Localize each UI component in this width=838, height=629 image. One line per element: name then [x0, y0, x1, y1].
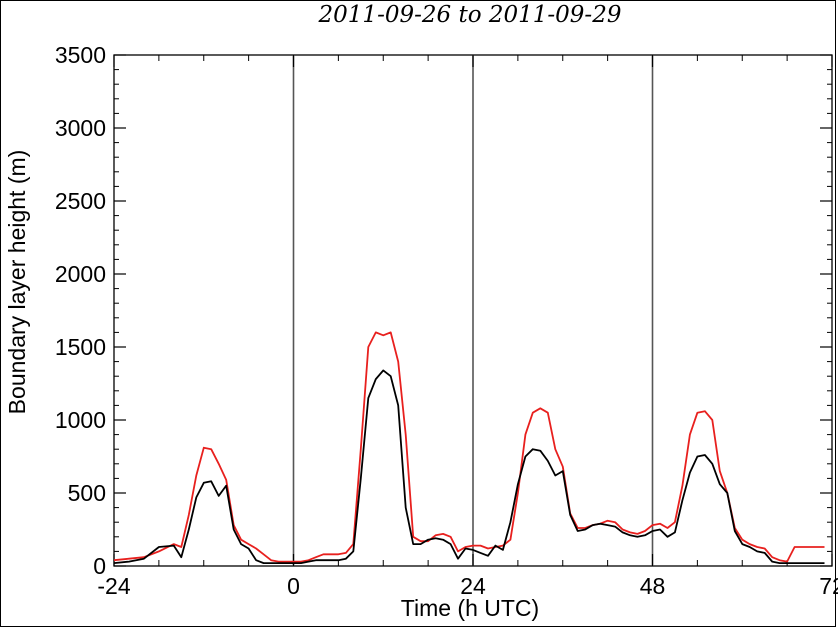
x-tick-label: -24 — [97, 573, 130, 599]
red-series-line — [113, 331, 825, 563]
y-tick-label: 3500 — [55, 42, 106, 68]
y-tick-label: 2000 — [55, 261, 106, 287]
x-tick-label: 48 — [640, 573, 666, 599]
x-tick-label: 24 — [460, 573, 486, 599]
y-tick-label: 500 — [68, 480, 106, 506]
x-axis-label: Time (h UTC) — [401, 595, 539, 621]
y-tick-label: 2500 — [55, 188, 106, 214]
y-tick-label: 3000 — [55, 115, 106, 141]
black-series-line — [113, 369, 825, 564]
y-axis-label: Boundary layer height (m) — [4, 150, 30, 415]
y-tick-label: 1000 — [55, 407, 106, 433]
x-tick-label: 0 — [287, 573, 300, 599]
chart-title: 2011-09-26 to 2011-09-29 — [318, 2, 622, 28]
y-tick-label: 0 — [93, 553, 106, 579]
y-tick-label: 1500 — [55, 334, 106, 360]
x-tick-label: 72 — [819, 573, 838, 599]
